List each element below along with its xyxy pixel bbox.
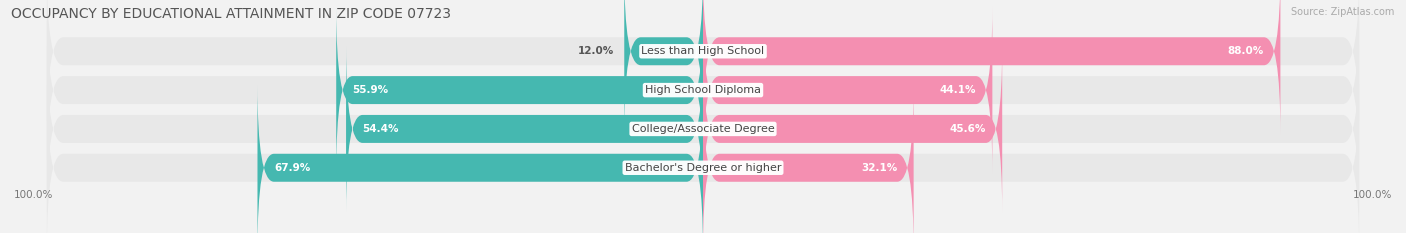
- FancyBboxPatch shape: [703, 85, 914, 233]
- FancyBboxPatch shape: [257, 85, 703, 233]
- Text: Source: ZipAtlas.com: Source: ZipAtlas.com: [1291, 7, 1395, 17]
- FancyBboxPatch shape: [336, 7, 703, 173]
- Text: 54.4%: 54.4%: [363, 124, 399, 134]
- Text: 55.9%: 55.9%: [353, 85, 388, 95]
- Text: 45.6%: 45.6%: [949, 124, 986, 134]
- Text: 44.1%: 44.1%: [939, 85, 976, 95]
- Text: 100.0%: 100.0%: [14, 190, 53, 200]
- Text: Less than High School: Less than High School: [641, 46, 765, 56]
- Text: Bachelor's Degree or higher: Bachelor's Degree or higher: [624, 163, 782, 173]
- Text: College/Associate Degree: College/Associate Degree: [631, 124, 775, 134]
- Text: 88.0%: 88.0%: [1227, 46, 1264, 56]
- FancyBboxPatch shape: [703, 46, 1002, 212]
- Text: 12.0%: 12.0%: [578, 46, 614, 56]
- FancyBboxPatch shape: [346, 46, 703, 212]
- FancyBboxPatch shape: [703, 0, 1281, 134]
- FancyBboxPatch shape: [46, 7, 1360, 173]
- Text: 32.1%: 32.1%: [860, 163, 897, 173]
- FancyBboxPatch shape: [624, 0, 703, 134]
- Text: High School Diploma: High School Diploma: [645, 85, 761, 95]
- FancyBboxPatch shape: [46, 85, 1360, 233]
- FancyBboxPatch shape: [703, 7, 993, 173]
- Text: 67.9%: 67.9%: [274, 163, 311, 173]
- Text: OCCUPANCY BY EDUCATIONAL ATTAINMENT IN ZIP CODE 07723: OCCUPANCY BY EDUCATIONAL ATTAINMENT IN Z…: [11, 7, 451, 21]
- FancyBboxPatch shape: [46, 0, 1360, 134]
- FancyBboxPatch shape: [46, 46, 1360, 212]
- Text: 100.0%: 100.0%: [1353, 190, 1392, 200]
